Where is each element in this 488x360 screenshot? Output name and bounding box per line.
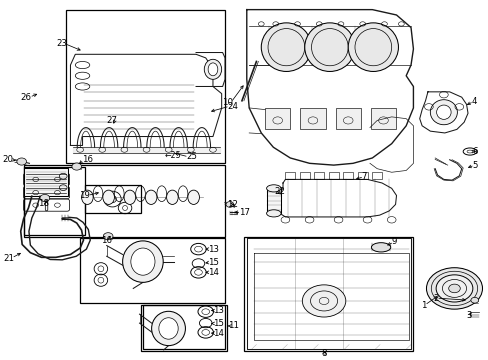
Text: 10: 10 bbox=[222, 98, 233, 107]
Text: 15: 15 bbox=[208, 258, 219, 267]
Text: 9: 9 bbox=[390, 238, 396, 247]
Bar bbox=[80, 238, 224, 303]
Text: 3: 3 bbox=[466, 311, 471, 320]
Circle shape bbox=[40, 194, 50, 202]
Ellipse shape bbox=[81, 190, 93, 204]
Ellipse shape bbox=[151, 311, 185, 346]
Ellipse shape bbox=[204, 59, 221, 79]
Ellipse shape bbox=[304, 23, 354, 72]
Text: 15: 15 bbox=[213, 319, 224, 328]
Circle shape bbox=[470, 297, 478, 303]
Ellipse shape bbox=[187, 190, 199, 204]
Circle shape bbox=[72, 163, 81, 170]
Text: ←25: ←25 bbox=[164, 151, 181, 160]
Bar bbox=[314, 172, 324, 179]
Ellipse shape bbox=[131, 248, 155, 275]
Text: 18: 18 bbox=[38, 199, 49, 208]
Ellipse shape bbox=[429, 100, 456, 125]
Bar bbox=[23, 168, 68, 196]
Circle shape bbox=[435, 275, 472, 302]
Text: 7: 7 bbox=[360, 172, 366, 181]
Circle shape bbox=[302, 285, 345, 317]
Text: 8: 8 bbox=[320, 349, 326, 358]
Text: 16: 16 bbox=[102, 236, 112, 245]
Bar bbox=[300, 108, 325, 129]
Bar bbox=[357, 172, 367, 179]
Text: 14: 14 bbox=[213, 329, 224, 338]
Text: 11: 11 bbox=[228, 321, 239, 330]
Text: 5: 5 bbox=[471, 161, 477, 170]
Text: 25: 25 bbox=[186, 152, 197, 161]
Ellipse shape bbox=[261, 23, 311, 72]
Ellipse shape bbox=[145, 190, 157, 204]
Text: 24: 24 bbox=[227, 102, 238, 111]
Bar bbox=[142, 305, 224, 349]
Text: 13: 13 bbox=[213, 306, 224, 315]
Bar bbox=[335, 108, 360, 129]
Circle shape bbox=[225, 202, 233, 207]
Ellipse shape bbox=[124, 190, 135, 204]
Text: 26: 26 bbox=[21, 93, 32, 102]
Text: 19: 19 bbox=[79, 191, 90, 200]
Text: 21: 21 bbox=[3, 253, 14, 262]
Text: 14: 14 bbox=[208, 268, 219, 277]
Bar bbox=[65, 10, 224, 163]
Ellipse shape bbox=[347, 23, 398, 72]
Ellipse shape bbox=[371, 243, 390, 252]
Bar bbox=[23, 165, 224, 237]
Text: 2: 2 bbox=[432, 294, 438, 303]
Ellipse shape bbox=[266, 185, 281, 192]
Bar bbox=[285, 172, 294, 179]
Ellipse shape bbox=[102, 190, 114, 204]
Circle shape bbox=[448, 284, 459, 293]
Bar bbox=[299, 172, 309, 179]
Circle shape bbox=[17, 158, 26, 165]
Text: 12: 12 bbox=[227, 200, 238, 209]
Ellipse shape bbox=[159, 318, 178, 339]
Bar bbox=[244, 237, 412, 351]
Text: 6: 6 bbox=[471, 147, 477, 156]
Bar bbox=[370, 108, 395, 129]
Ellipse shape bbox=[122, 241, 163, 282]
Text: 1: 1 bbox=[421, 301, 426, 310]
Text: 22: 22 bbox=[274, 188, 285, 197]
Circle shape bbox=[426, 268, 482, 309]
Text: 23: 23 bbox=[56, 39, 67, 48]
Bar bbox=[85, 185, 140, 213]
Text: 17: 17 bbox=[239, 208, 249, 217]
Bar bbox=[343, 172, 352, 179]
Ellipse shape bbox=[166, 190, 178, 204]
Ellipse shape bbox=[436, 105, 450, 120]
Bar bbox=[371, 172, 381, 179]
Ellipse shape bbox=[266, 210, 281, 217]
Text: 4: 4 bbox=[470, 97, 476, 106]
Bar bbox=[23, 167, 85, 235]
Text: 16: 16 bbox=[81, 155, 92, 164]
Text: 13: 13 bbox=[208, 244, 219, 253]
Bar bbox=[328, 172, 338, 179]
Bar bbox=[266, 188, 281, 213]
Circle shape bbox=[103, 233, 113, 240]
Bar bbox=[140, 305, 227, 351]
Bar bbox=[264, 108, 290, 129]
Ellipse shape bbox=[208, 63, 217, 76]
Text: 27: 27 bbox=[106, 116, 117, 125]
Text: 20: 20 bbox=[2, 155, 14, 164]
